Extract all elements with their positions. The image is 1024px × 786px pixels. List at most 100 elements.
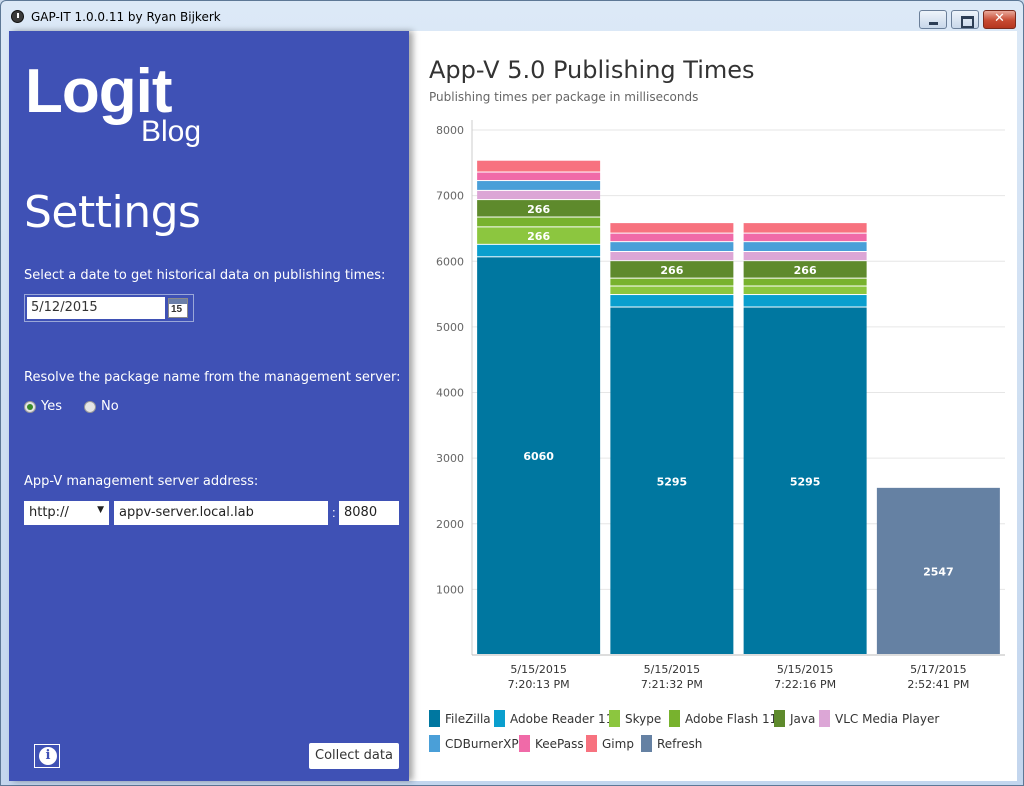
logo-main: Logit xyxy=(25,57,172,126)
legend-swatch xyxy=(641,735,652,752)
bar-segment-vlc-media-player xyxy=(743,251,867,261)
bar-segment-skype xyxy=(477,227,601,244)
collect-data-button[interactable]: Collect data xyxy=(309,743,399,769)
date-input[interactable]: 5/12/2015 xyxy=(27,297,165,319)
bar-segment-filezilla xyxy=(743,307,867,654)
legend-label: Gimp xyxy=(602,736,634,751)
legend-item: Gimp xyxy=(586,735,634,752)
x-tick-label: 7:22:16 PM xyxy=(774,678,836,691)
legend-label: Adobe Reader 11 xyxy=(510,711,614,726)
bar-segment-vlc-media-player xyxy=(477,190,601,200)
x-tick-label: 2:52:41 PM xyxy=(907,678,969,691)
radio-yes[interactable]: Yes xyxy=(24,399,62,414)
settings-panel: Logit Blog Settings Select a date to get… xyxy=(9,31,409,781)
legend-label: KeePass xyxy=(535,736,584,751)
bar-segment-vlc-media-player xyxy=(610,251,734,261)
chart-subtitle: Publishing times per package in millisec… xyxy=(429,90,699,104)
settings-heading: Settings xyxy=(24,187,201,238)
data-label: 266 xyxy=(527,230,550,243)
date-picker: 5/12/2015 15 xyxy=(24,294,194,322)
legend-swatch xyxy=(519,735,530,752)
bar-segment-java xyxy=(477,200,601,217)
data-label: 266 xyxy=(527,203,550,216)
data-label: 266 xyxy=(660,264,683,277)
bar-segment-filezilla xyxy=(477,257,601,654)
window-title: GAP-IT 1.0.0.11 by Ryan Bijkerk xyxy=(31,10,221,24)
x-tick-label: 5/15/2015 xyxy=(644,663,700,676)
bar-segment-adobe-flash-11 xyxy=(610,278,734,286)
legend-swatch xyxy=(819,710,830,727)
protocol-value: http:// xyxy=(29,505,69,520)
legend-label: VLC Media Player xyxy=(835,711,940,726)
radio-yes-indicator[interactable] xyxy=(24,400,36,413)
bar-segment-java xyxy=(610,261,734,278)
y-tick-label: 2000 xyxy=(436,518,464,531)
minimize-button[interactable] xyxy=(919,10,947,29)
data-label: 266 xyxy=(794,264,817,277)
port-input[interactable]: 8080 xyxy=(339,501,399,525)
chart-title: App-V 5.0 Publishing Times xyxy=(429,56,755,84)
chart-panel: App-V 5.0 Publishing Times Publishing ti… xyxy=(417,31,1017,781)
data-label: 5295 xyxy=(790,475,821,488)
close-button[interactable] xyxy=(983,10,1016,29)
radio-yes-label: Yes xyxy=(41,399,62,414)
calendar-day: 15 xyxy=(171,304,183,315)
bar-segment-gimp xyxy=(743,223,867,233)
legend-swatch xyxy=(429,735,440,752)
calendar-icon[interactable]: 15 xyxy=(168,298,188,318)
legend-item: FileZilla xyxy=(429,710,491,727)
protocol-select[interactable]: http:// ▼ xyxy=(24,501,109,525)
legend-item: VLC Media Player xyxy=(819,710,939,727)
legend-item: Adobe Flash 11 xyxy=(669,710,777,727)
bar-segment-adobe-reader-11 xyxy=(610,295,734,307)
bar-segment-gimp xyxy=(610,223,734,233)
server-label: App-V management server address: xyxy=(24,474,259,489)
legend-item: Skype xyxy=(609,710,661,727)
info-button[interactable]: i xyxy=(34,744,60,768)
stacked-bar-chart: 1000 2000 3000 4000 5000 6000 7000 8000 6060 266 2… xyxy=(436,120,1005,691)
client-area: Logit Blog Settings Select a date to get… xyxy=(9,31,1017,781)
radio-no[interactable]: No xyxy=(84,399,119,414)
legend-label: Java xyxy=(790,711,816,726)
resolve-label: Resolve the package name from the manage… xyxy=(24,370,401,385)
bar-segment-refresh xyxy=(876,487,1000,654)
legend-label: Adobe Flash 11 xyxy=(685,711,778,726)
x-tick-label: 5/15/2015 xyxy=(510,663,566,676)
y-tick-label: 4000 xyxy=(436,387,464,400)
app-clock-icon[interactable] xyxy=(11,10,24,23)
bar-segment-keepass xyxy=(610,233,734,242)
legend-label: FileZilla xyxy=(445,711,491,726)
bar-segment-cdburnerxp xyxy=(743,242,867,251)
x-tick-label: 5/17/2015 xyxy=(910,663,966,676)
maximize-button[interactable] xyxy=(951,10,979,29)
bar-segment-skype xyxy=(743,286,867,295)
legend-item: KeePass xyxy=(519,735,584,752)
x-tick-label: 7:21:32 PM xyxy=(641,678,703,691)
server-address-input[interactable]: appv-server.local.lab xyxy=(114,501,328,525)
logo-sub: Blog xyxy=(141,115,202,148)
radio-no-label: No xyxy=(101,399,119,414)
y-tick-label: 8000 xyxy=(436,124,464,137)
legend-swatch xyxy=(774,710,785,727)
date-label: Select a date to get historical data on … xyxy=(24,268,386,283)
bar-segment-java xyxy=(743,261,867,278)
bar-segment-cdburnerxp xyxy=(610,242,734,251)
radio-no-indicator[interactable] xyxy=(84,400,96,413)
bar-segment-filezilla xyxy=(610,307,734,654)
data-label: 2547 xyxy=(923,565,954,578)
data-label: 5295 xyxy=(657,475,688,488)
legend-swatch xyxy=(609,710,620,727)
bar-segment-skype xyxy=(610,286,734,295)
y-tick-label: 1000 xyxy=(436,583,464,596)
y-tick-label: 3000 xyxy=(436,452,464,465)
y-tick-label: 6000 xyxy=(436,255,464,268)
bar-segment-keepass xyxy=(477,172,601,181)
y-tick-label: 7000 xyxy=(436,190,464,203)
legend-swatch xyxy=(429,710,440,727)
legend-item: Adobe Reader 11 xyxy=(494,710,613,727)
info-icon: i xyxy=(39,747,57,765)
x-tick-label: 5/15/2015 xyxy=(777,663,833,676)
title-bar: GAP-IT 1.0.0.11 by Ryan Bijkerk xyxy=(1,1,1023,31)
bar-segment-adobe-flash-11 xyxy=(743,278,867,286)
